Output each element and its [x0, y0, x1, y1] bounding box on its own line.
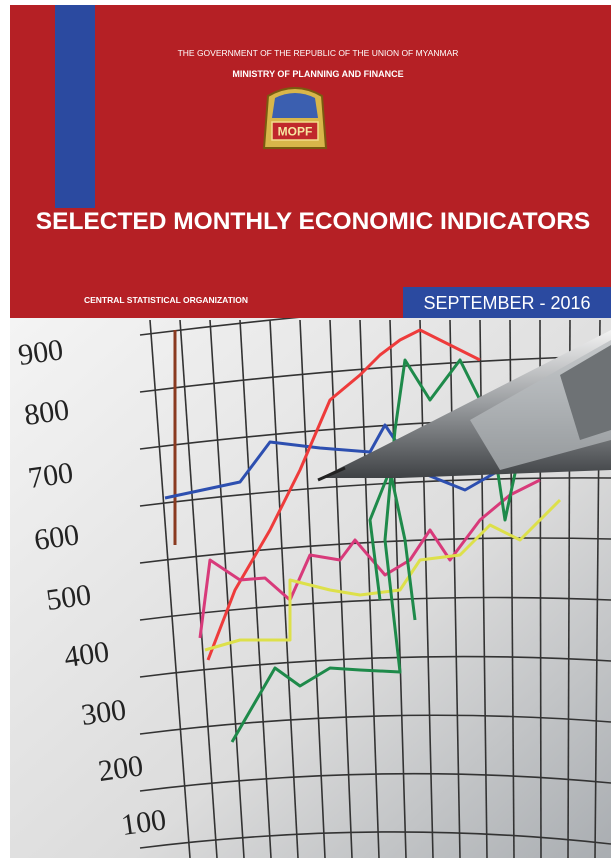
- photo-axis-label: 400: [62, 635, 111, 674]
- photo-axis-label: 500: [44, 578, 93, 617]
- title: SELECTED MONTHLY ECONOMIC INDICATORS: [36, 208, 590, 235]
- photo-axis-label: 100: [119, 803, 168, 842]
- cover-page: THE GOVERNMENT OF THE REPUBLIC OF THE UN…: [0, 0, 611, 858]
- photo-axis-label: 900: [16, 333, 65, 372]
- logo: MOPF: [264, 88, 326, 148]
- ministry-line: MINISTRY OF PLANNING AND FINANCE: [232, 69, 403, 79]
- organization: CENTRAL STATISTICAL ORGANIZATION: [84, 295, 248, 305]
- cover-photo: 900 800 700 600 500 400 300 200 100: [10, 295, 611, 858]
- photo-axis-label: 300: [79, 693, 128, 732]
- cover: THE GOVERNMENT OF THE REPUBLIC OF THE UN…: [0, 0, 611, 858]
- date: SEPTEMBER - 2016: [423, 293, 590, 313]
- photo-axis-label: 700: [26, 456, 75, 495]
- logo-text: MOPF: [278, 125, 313, 139]
- government-line: THE GOVERNMENT OF THE REPUBLIC OF THE UN…: [178, 48, 459, 58]
- photo-axis-label: 800: [22, 393, 71, 432]
- photo-axis-label: 200: [96, 749, 145, 788]
- photo-axis-label: 600: [32, 518, 81, 557]
- blue-stripe: [55, 5, 95, 208]
